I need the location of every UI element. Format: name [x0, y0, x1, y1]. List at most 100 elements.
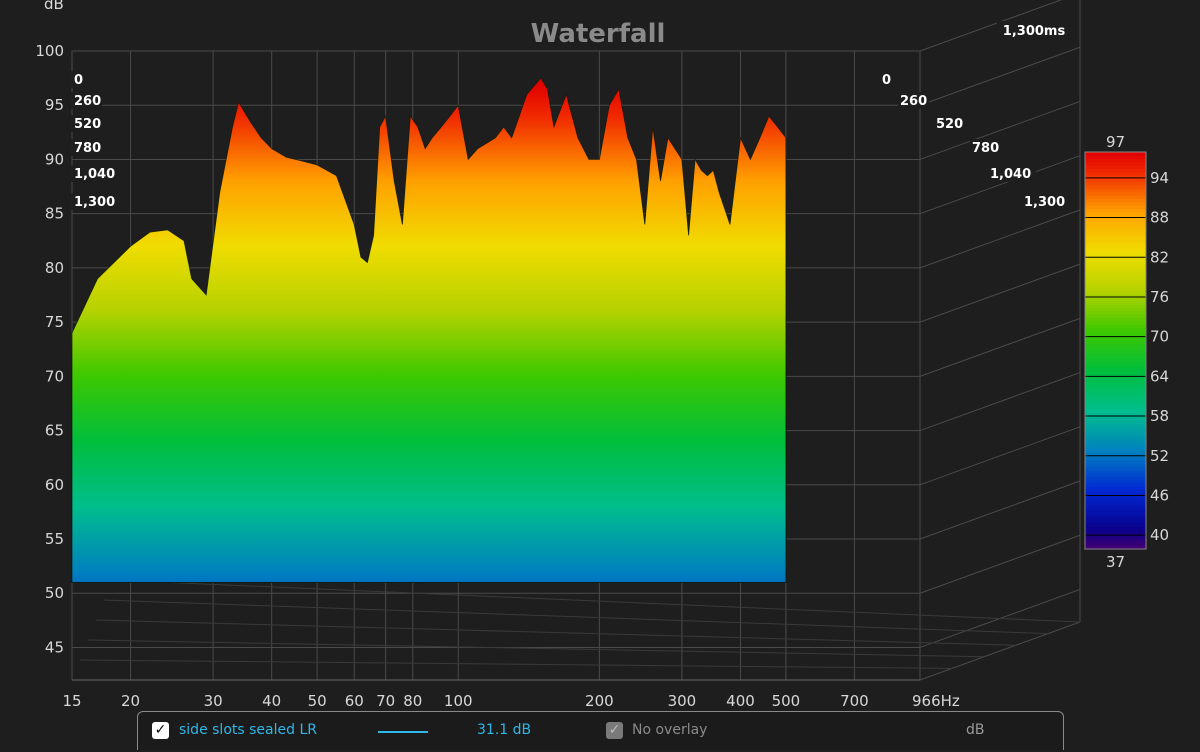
colorbar-band: [1085, 228, 1146, 232]
colorbar-band: [1085, 373, 1146, 378]
colorbar-band: [1085, 204, 1146, 209]
colorbar-band: [1085, 390, 1146, 395]
time-tick-box: [71, 71, 86, 88]
measurement-checkbox[interactable]: ✓: [152, 722, 169, 739]
colorbar-band: [1085, 423, 1146, 428]
overlay-label: No overlay: [632, 722, 708, 738]
time-tick-left: 0: [74, 73, 83, 88]
grid-line-depth: [919, 426, 1081, 486]
colorbar-band: [1085, 294, 1146, 299]
time-tick-box: [71, 115, 103, 132]
colorbar-band: [1085, 314, 1146, 319]
time-tick-left: 260: [74, 94, 101, 109]
measurement-name[interactable]: side slots sealed LR: [179, 722, 317, 738]
time-tick-box: [71, 92, 103, 109]
time-tick-left: 1,040: [74, 167, 115, 182]
colorbar-band: [1085, 479, 1146, 484]
time-tick-box: [988, 165, 1036, 182]
colorbar-band: [1085, 406, 1146, 411]
colorbar-band: [1085, 535, 1146, 540]
colorbar-band: [1085, 413, 1146, 418]
waterfall-surface: [71, 77, 787, 584]
x-tick-label: 700: [840, 692, 869, 710]
y-tick-label: 80: [45, 259, 64, 277]
colorbar-band: [1085, 545, 1146, 550]
colorbar-band: [1085, 502, 1146, 507]
colorbar-band: [1085, 357, 1146, 362]
colorbar-band: [1085, 363, 1146, 368]
colorbar-band: [1085, 419, 1146, 424]
colorbar-band: [1085, 185, 1146, 189]
y-tick-label: 100: [35, 42, 64, 60]
x-tick-label: 40: [262, 692, 281, 710]
colorbar-tick-label: 52: [1150, 447, 1169, 465]
time-tick-box: [71, 165, 119, 182]
colorbar-band: [1085, 274, 1146, 279]
colorbar-band: [1085, 350, 1146, 355]
colorbar-band: [1085, 188, 1146, 193]
colorbar-band: [1085, 393, 1146, 398]
time-tick-box: [970, 139, 1002, 156]
colorbar-band: [1085, 171, 1146, 176]
colorbar-band: [1085, 343, 1146, 348]
colorbar-band: [1085, 525, 1146, 530]
y-tick-label: 55: [45, 530, 64, 548]
floor-line: [95, 619, 1017, 646]
colorbar-band: [1085, 320, 1146, 325]
unit-label: dB: [966, 722, 985, 738]
colorbar-band: [1085, 439, 1146, 444]
colorbar-band: [1085, 158, 1146, 163]
colorbar-band: [1085, 542, 1146, 547]
time-tick-box: [71, 193, 119, 210]
colorbar-band: [1085, 515, 1146, 520]
grid-line-depth: [919, 209, 1081, 269]
colorbar-band: [1085, 304, 1146, 309]
colorbar-band: [1085, 297, 1146, 302]
x-tick-label: 20: [121, 692, 140, 710]
grid-line-depth: [919, 155, 1081, 215]
colorbar-band: [1085, 257, 1146, 262]
colorbar-band: [1085, 426, 1146, 431]
colorbar-band: [1085, 482, 1146, 487]
time-tick-box: [898, 92, 930, 109]
floor-line: [87, 639, 985, 658]
grid-line-depth: [919, 46, 1081, 106]
y-tick-label: 70: [45, 367, 64, 385]
colorbar-band: [1085, 505, 1146, 510]
grid-line-depth: [919, 480, 1081, 540]
colorbar-band: [1085, 152, 1146, 156]
colorbar-max-label: 97: [1106, 133, 1125, 151]
colorbar-band: [1085, 522, 1146, 527]
colorbar-band: [1085, 324, 1146, 328]
colorbar-band: [1085, 333, 1146, 338]
x-tick-label: 70: [376, 692, 395, 710]
colorbar-band: [1085, 211, 1146, 216]
time-tick-right: 1,300: [1024, 195, 1065, 210]
y-tick-label: 65: [45, 422, 64, 440]
colorbar-band: [1085, 519, 1146, 524]
x-tick-label: 30: [204, 692, 223, 710]
colorbar-band: [1085, 155, 1146, 160]
colorbar-band: [1085, 310, 1146, 315]
colorbar-band: [1085, 453, 1146, 457]
axes: 45 50 55 60 65 70 75 80 85 90 95 100 15 20 30 40 50 60 70 8…: [35, 42, 1070, 710]
colorbar-band: [1085, 300, 1146, 305]
colorbar-band: [1085, 539, 1146, 543]
colorbar-band: [1085, 195, 1146, 199]
colorbar-band: [1085, 353, 1146, 358]
grid-line-depth: [919, 372, 1081, 432]
colorbar-tick-label: 88: [1150, 209, 1169, 227]
time-tick-right: 520: [936, 117, 963, 132]
overlay-checkbox[interactable]: ✓: [606, 722, 623, 739]
colorbar-band: [1085, 489, 1146, 494]
time-tick-box: [880, 71, 895, 88]
time-tick-right: 1,040: [990, 167, 1031, 182]
y-tick-label: 95: [45, 96, 64, 114]
colorbar-band: [1085, 410, 1146, 414]
colorbar-band: [1085, 386, 1146, 391]
time-tick-box: [934, 115, 966, 132]
colorbar-band: [1085, 459, 1146, 464]
time-tick-left: 780: [74, 141, 101, 156]
colorbar-band: [1085, 307, 1146, 312]
